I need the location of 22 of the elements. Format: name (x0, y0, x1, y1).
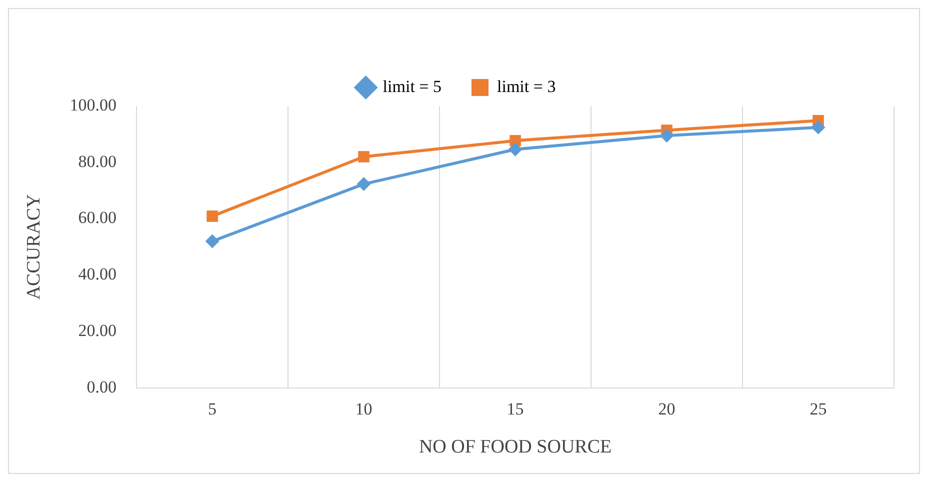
point (660, 128, 674, 143)
point (508, 142, 522, 156)
y-tick-label: 0.00 (86, 377, 117, 396)
x-axis-title: NO OF FOOD SOURCE (418, 436, 612, 458)
legend-label: limit = 3 (497, 76, 556, 96)
x-tick-label: 5 (208, 399, 217, 418)
point (356, 177, 371, 192)
point (206, 210, 218, 222)
y-tick-label: 20.00 (78, 320, 117, 340)
y-tick-label: 60.00 (78, 208, 117, 228)
y-tick-label: 100.00 (70, 95, 117, 114)
point (205, 234, 220, 248)
legend-label: limit = 5 (382, 76, 442, 96)
y-axis-title: ACCURACY (23, 194, 44, 300)
x-tick-label: 15 (506, 399, 524, 418)
y-tick-label: 80.00 (78, 152, 117, 171)
point (358, 151, 370, 162)
x-tick-label: 25 (810, 399, 827, 418)
point (811, 120, 826, 134)
x-tick-label: 10 (355, 399, 372, 418)
x-tick-label: 20 (658, 399, 676, 418)
y-tick-label: 40.00 (78, 264, 117, 284)
